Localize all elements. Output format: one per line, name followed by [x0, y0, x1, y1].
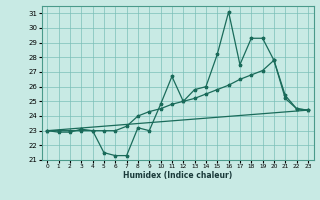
X-axis label: Humidex (Indice chaleur): Humidex (Indice chaleur)	[123, 171, 232, 180]
